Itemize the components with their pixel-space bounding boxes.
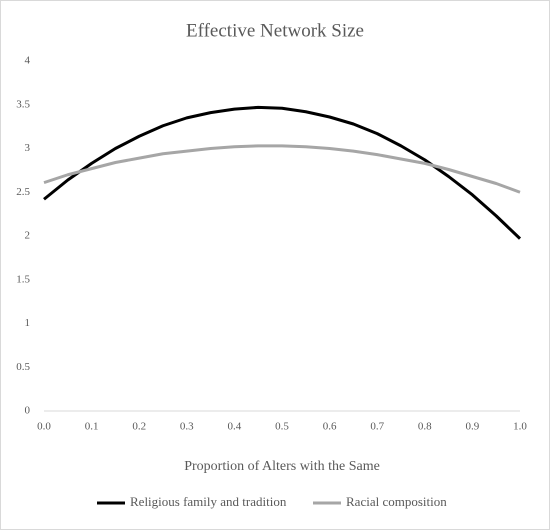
x-tick-label: 0.7	[370, 421, 384, 433]
x-tick-label: 1.0	[513, 421, 527, 433]
x-tick-label: 0.0	[37, 421, 51, 433]
y-tick-label: 0.5	[16, 361, 30, 373]
legend-label: Racial composition	[346, 494, 447, 509]
x-axis-label: Proportion of Alters with the Same	[184, 459, 380, 474]
y-tick-label: 4	[25, 55, 31, 67]
legend-label: Religious family and tradition	[130, 494, 287, 509]
x-tick-label: 0.5	[275, 421, 289, 433]
y-tick-label: 1.5	[16, 273, 30, 285]
x-tick-label: 0.1	[85, 421, 99, 433]
y-tick-label: 2	[25, 230, 31, 242]
series-line	[43, 105, 522, 240]
y-tick-label: 3	[25, 142, 31, 154]
x-tick-label: 0.9	[466, 421, 480, 433]
x-tick-label: 0.8	[418, 421, 432, 433]
series-line	[43, 144, 521, 194]
y-tick-label: 2.5	[16, 186, 30, 198]
x-tick-label: 0.3	[180, 421, 194, 433]
y-tick-label: 1	[25, 317, 31, 329]
x-tick-label: 0.4	[228, 421, 242, 433]
x-tick-label: 0.2	[132, 421, 146, 433]
y-tick-label: 3.5	[16, 98, 30, 110]
chart-title: Effective Network Size	[186, 20, 364, 41]
y-tick-label: 0	[25, 405, 31, 417]
x-tick-label: 0.6	[323, 421, 337, 433]
